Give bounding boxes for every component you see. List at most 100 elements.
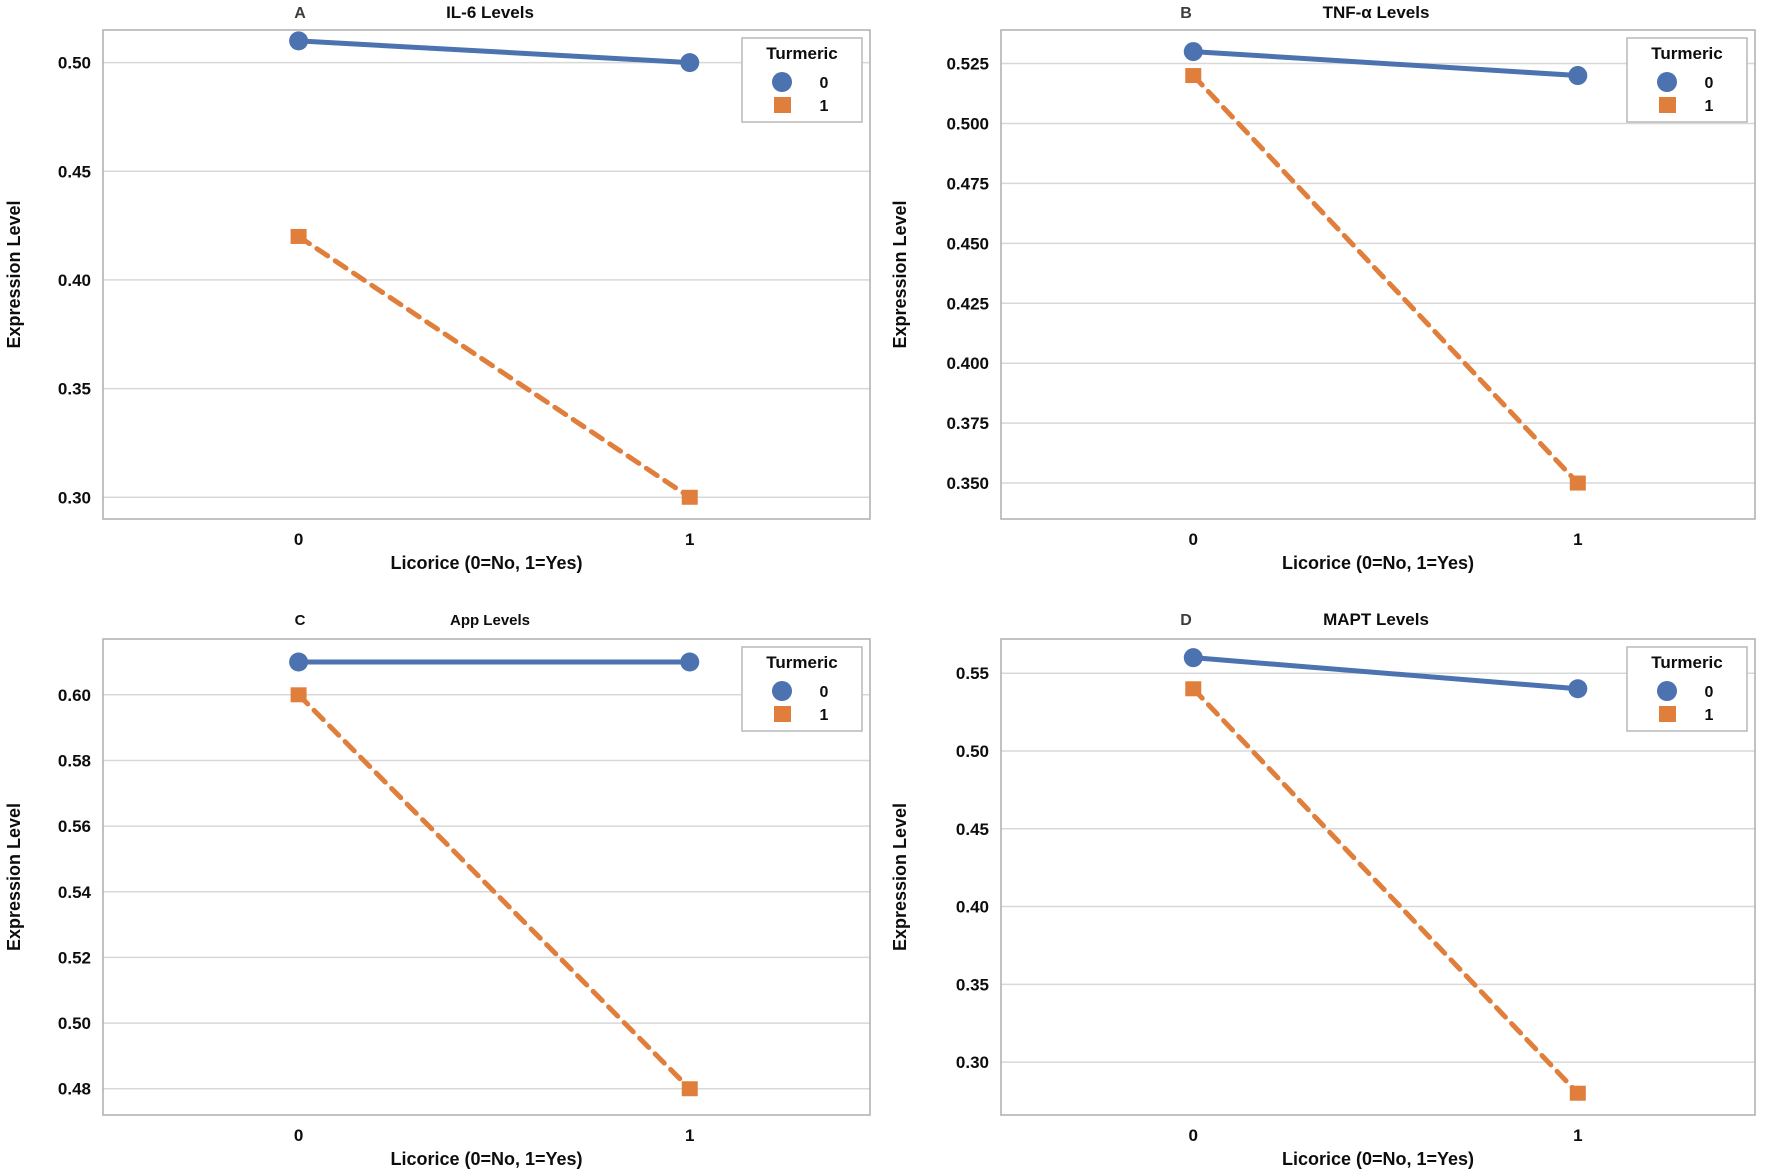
plot-border [102, 638, 871, 1116]
y-tick-label: 0.52 [58, 948, 91, 967]
y-tick-label: 0.50 [58, 1014, 91, 1033]
series-marker-turmeric-0 [289, 31, 309, 51]
legend-marker-circle-icon [1657, 681, 1677, 701]
panel-title: IL-6 Levels [446, 3, 534, 22]
y-tick-label: 0.400 [946, 354, 989, 373]
series-marker-turmeric-0 [1183, 648, 1203, 668]
series-line-turmeric-0 [296, 38, 693, 66]
series-marker-turmeric-0 [680, 53, 700, 73]
x-tick-label: 1 [685, 1126, 694, 1145]
y-tick-label: 0.500 [946, 114, 989, 133]
panel-b-tnf-alpha-levels: 0.525 0.500 0.475 0.450 0.425 0.400 0.375 0.350… [886, 0, 1772, 587]
legend-title: Turmeric [766, 653, 838, 672]
panel-letter: A [294, 5, 306, 22]
y-tick-label: 0.525 [946, 55, 989, 74]
y-axis-label: Expression Level [890, 200, 910, 348]
y-axis-label: Expression Level [4, 803, 24, 951]
legend: Turmeric 0 1 [1626, 646, 1748, 732]
y-axis-label: Expression Level [4, 200, 24, 348]
legend-label-turmeric-0: 0 [820, 684, 829, 701]
legend-marker-circle-icon [1657, 72, 1677, 92]
series-line-turmeric-0 [1190, 49, 1581, 79]
x-tick-label: 0 [1189, 530, 1198, 549]
legend-box [1626, 646, 1748, 732]
panel-title: MAPT Levels [1323, 610, 1429, 629]
x-tick-label: 0 [294, 1126, 303, 1145]
series-line-turmeric-0 [1190, 655, 1581, 692]
series-marker-turmeric-0 [1568, 679, 1588, 699]
panel-d-mapt-levels: 0.55 0.50 0.45 0.40 0.35 0.30 0 1 Licorice (0=No… [886, 587, 1772, 1174]
y-tick-label: 0.475 [946, 174, 989, 193]
series-marker-turmeric-1 [1569, 1085, 1586, 1101]
series-marker-turmeric-0 [680, 652, 700, 672]
y-tick-label: 0.55 [956, 664, 989, 683]
series-marker-turmeric-1 [681, 1081, 698, 1097]
y-tick-label: 0.30 [956, 1053, 989, 1072]
series-marker-turmeric-1 [1185, 68, 1202, 84]
legend-box [741, 646, 863, 732]
y-tick-label: 0.350 [946, 474, 989, 493]
y-axis-label: Expression Level [890, 803, 910, 951]
series-marker-turmeric-0 [289, 652, 309, 672]
y-tick-label: 0.375 [946, 414, 989, 433]
legend-label-turmeric-0: 0 [1705, 75, 1714, 92]
legend-marker-square-icon [1659, 706, 1676, 722]
y-tick-label: 0.48 [58, 1080, 91, 1099]
series-marker-turmeric-1 [681, 489, 698, 505]
panel-letter: C [295, 612, 306, 629]
y-tick-label: 0.425 [946, 294, 989, 313]
y-tick-label: 0.60 [58, 686, 91, 705]
y-tick-label: 0.35 [58, 380, 91, 399]
legend-label-turmeric-1: 1 [1705, 98, 1714, 115]
x-axis-label: Licorice (0=No, 1=Yes) [390, 553, 582, 573]
panel-letter: D [1180, 612, 1192, 629]
legend-label-turmeric-0: 0 [1705, 684, 1714, 701]
series-line-turmeric-1 [296, 233, 693, 500]
y-tick-label: 0.54 [58, 883, 92, 902]
plot-border [102, 29, 871, 520]
legend-marker-circle-icon [772, 681, 792, 701]
y-tick-label: 0.56 [58, 817, 91, 836]
legend-marker-circle-icon [772, 72, 792, 92]
legend-label-turmeric-0: 0 [820, 75, 829, 92]
series-marker-turmeric-1 [290, 687, 307, 703]
legend-marker-square-icon [774, 97, 791, 113]
y-tick-label: 0.50 [58, 54, 91, 73]
panel-a-il6-levels: 0.50 0.45 0.40 0.35 0.30 0 1 Licorice (0=No, 1=… [0, 0, 886, 587]
legend-label-turmeric-1: 1 [1705, 707, 1714, 724]
legend: Turmeric 0 1 [741, 646, 863, 732]
series-marker-turmeric-0 [1183, 42, 1203, 62]
legend-title: Turmeric [766, 44, 838, 63]
x-tick-label: 1 [1573, 1126, 1582, 1145]
legend-label-turmeric-1: 1 [820, 707, 829, 724]
series-marker-turmeric-1 [1185, 681, 1202, 697]
legend: Turmeric 0 1 [1626, 37, 1748, 123]
x-tick-label: 0 [294, 530, 303, 549]
plot-border [1000, 638, 1756, 1116]
legend-label-turmeric-1: 1 [820, 98, 829, 115]
series-marker-turmeric-1 [290, 228, 307, 244]
x-tick-label: 0 [1189, 1126, 1198, 1145]
plot-border [1000, 29, 1756, 520]
y-tick-label: 0.58 [58, 751, 91, 770]
panel-title: App Levels [450, 612, 530, 629]
series-line-turmeric-1 [296, 692, 693, 1092]
legend-title: Turmeric [1651, 44, 1723, 63]
panel-c-app-levels: 0.60 0.58 0.56 0.54 0.52 0.50 0.48 0 1 Licorice (… [0, 587, 886, 1174]
y-tick-label: 0.50 [956, 742, 989, 761]
legend-box [1626, 37, 1748, 123]
y-tick-label: 0.40 [58, 271, 91, 290]
y-tick-label: 0.45 [58, 162, 91, 181]
panel-letter: B [1180, 5, 1192, 22]
series-marker-turmeric-0 [1568, 66, 1588, 86]
series-line-turmeric-1 [1190, 686, 1581, 1096]
legend-title: Turmeric [1651, 653, 1723, 672]
x-axis-label: Licorice (0=No, 1=Yes) [390, 1149, 582, 1169]
legend-marker-square-icon [1659, 97, 1676, 113]
x-axis-label: Licorice (0=No, 1=Yes) [1282, 553, 1474, 573]
x-tick-label: 1 [1573, 530, 1582, 549]
x-axis-label: Licorice (0=No, 1=Yes) [1282, 1149, 1474, 1169]
legend: Turmeric 0 1 [741, 37, 863, 123]
series-marker-turmeric-1 [1569, 475, 1586, 491]
